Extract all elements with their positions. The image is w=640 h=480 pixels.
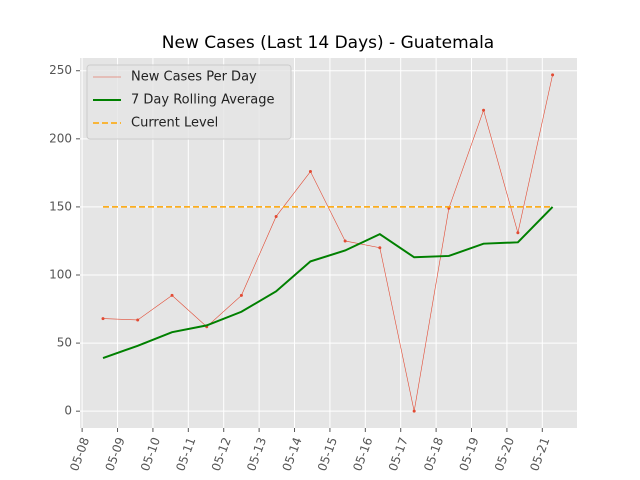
point — [482, 108, 486, 112]
y-tick-label: 200 — [49, 131, 72, 145]
legend-label: Current Level — [131, 116, 218, 131]
point — [378, 246, 382, 250]
chart-title: New Cases (Last 14 Days) - Guatemala — [162, 33, 494, 53]
y-tick-label: 250 — [49, 63, 72, 77]
point — [343, 239, 347, 243]
legend-label: New Cases Per Day — [131, 70, 257, 85]
point — [516, 231, 520, 235]
y-tick-label: 0 — [64, 404, 72, 418]
legend-label: 7 Day Rolling Average — [131, 93, 274, 108]
series-line — [102, 74, 553, 412]
y-tick-label: 150 — [49, 199, 72, 213]
point — [101, 317, 105, 321]
y-tick-label: 100 — [49, 268, 72, 282]
point — [136, 318, 140, 322]
point — [551, 73, 555, 77]
series-line — [102, 206, 554, 360]
y-tick-label: 50 — [57, 336, 72, 350]
point — [274, 214, 278, 218]
point — [239, 293, 243, 297]
point — [308, 170, 312, 174]
point — [412, 409, 416, 413]
legend-box — [86, 64, 292, 140]
point — [170, 293, 174, 297]
